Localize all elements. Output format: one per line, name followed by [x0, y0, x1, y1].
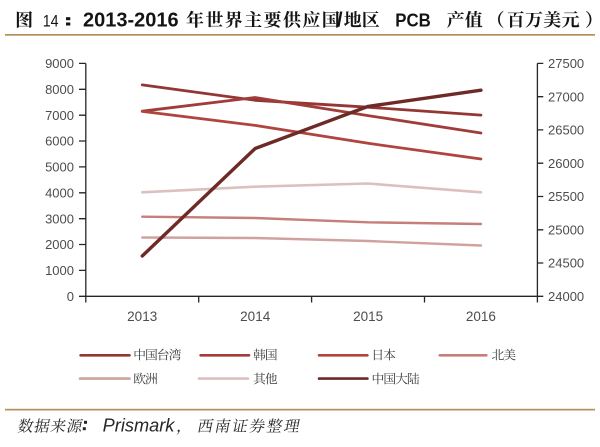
svg-text:2014: 2014 [240, 309, 271, 324]
svg-text:24000: 24000 [548, 289, 584, 304]
svg-text:27500: 27500 [548, 56, 584, 71]
svg-text:0: 0 [67, 289, 74, 304]
svg-text:PCB: PCB [395, 10, 431, 30]
svg-text:2000: 2000 [45, 237, 74, 252]
svg-text:26000: 26000 [548, 156, 584, 171]
svg-text:26500: 26500 [548, 123, 584, 138]
svg-text:27000: 27000 [548, 89, 584, 104]
svg-text:6000: 6000 [45, 134, 74, 149]
svg-text:3000: 3000 [45, 211, 74, 226]
svg-text:14: 14 [43, 12, 59, 30]
svg-text:2015: 2015 [353, 309, 383, 324]
svg-text:24500: 24500 [548, 256, 584, 271]
svg-text:/: / [337, 9, 343, 31]
svg-text:1000: 1000 [45, 263, 74, 278]
svg-text:25000: 25000 [548, 222, 584, 237]
svg-text:Prismark: Prismark [103, 416, 176, 436]
svg-text:2013-2016: 2013-2016 [83, 9, 179, 31]
svg-text:4000: 4000 [45, 185, 74, 200]
svg-text:25500: 25500 [548, 189, 584, 204]
svg-text:7000: 7000 [45, 108, 74, 123]
svg-text:2016: 2016 [466, 309, 496, 324]
svg-text:5000: 5000 [45, 160, 74, 175]
svg-text:2013: 2013 [127, 309, 157, 324]
svg-text:9000: 9000 [45, 56, 74, 71]
svg-text:8000: 8000 [45, 82, 74, 97]
